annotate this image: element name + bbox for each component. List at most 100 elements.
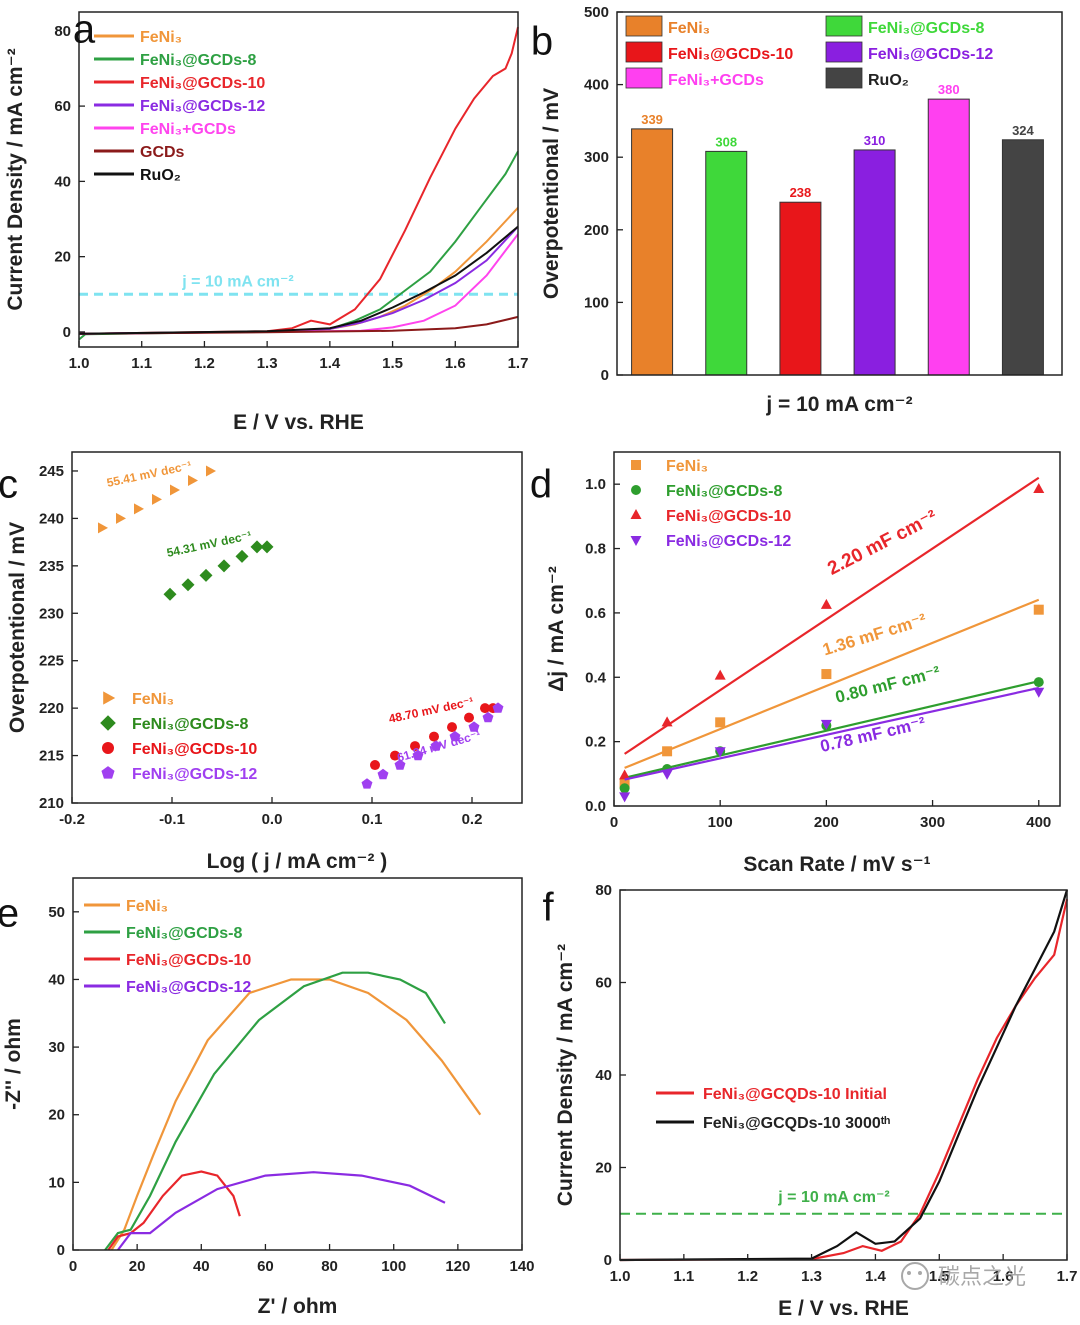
legend-entry: FeNi₃ bbox=[668, 20, 710, 37]
x-tick-label: 200 bbox=[814, 814, 839, 831]
bar bbox=[853, 149, 896, 376]
x-tick-label: -0.1 bbox=[159, 811, 185, 828]
data-point bbox=[361, 778, 373, 789]
panel-letter-b: b bbox=[531, 20, 553, 64]
panel-letter-a: a bbox=[73, 8, 96, 52]
slope-label: 61.84 mV dec⁻¹ bbox=[395, 728, 482, 765]
y-tick-label: 80 bbox=[595, 882, 612, 899]
panel-c-frame bbox=[71, 451, 523, 804]
x-tick-label: 1.5 bbox=[929, 1268, 950, 1285]
bar-value-label: 324 bbox=[1012, 123, 1034, 138]
data-point bbox=[116, 512, 126, 524]
fit-line bbox=[624, 680, 1040, 779]
x-tick-label: 1.5 bbox=[382, 355, 403, 372]
legend-entry: FeNi₃@GCDs-12 bbox=[126, 979, 251, 996]
slope-label: 55.41 mV dec⁻¹ bbox=[105, 458, 192, 490]
panel-d-frame bbox=[613, 451, 1061, 807]
capacitance-label: 2.20 mF cm⁻² bbox=[824, 507, 940, 580]
y-tick-label: 0 bbox=[63, 324, 71, 341]
legend-entry: FeNi₃@GCDs-12 bbox=[868, 46, 993, 63]
legend-entry: FeNi₃ bbox=[132, 691, 174, 708]
data-point bbox=[1033, 677, 1044, 688]
legend-entry: FeNi₃@GCDs-10 bbox=[126, 952, 251, 969]
bar-value-label: 380 bbox=[938, 82, 960, 97]
x-tick-label: 100 bbox=[708, 814, 733, 831]
series-line-3 bbox=[117, 1171, 446, 1251]
legend-entry: FeNi₃ bbox=[126, 898, 168, 915]
x-tick-label: 1.2 bbox=[737, 1268, 758, 1285]
x-tick-label: 1.2 bbox=[194, 355, 215, 372]
y-tick-label: 40 bbox=[54, 173, 71, 190]
y-tick-label: 0 bbox=[604, 1252, 612, 1269]
x-tick-label: 0.1 bbox=[362, 811, 383, 828]
data-point bbox=[250, 540, 264, 554]
legend-marker bbox=[102, 742, 114, 754]
legend-entry: FeNi₃ bbox=[140, 29, 182, 46]
x-tick-label: -0.2 bbox=[59, 811, 85, 828]
legend-marker bbox=[630, 509, 642, 519]
y-axis-label: Overpotentional / mV bbox=[6, 522, 29, 733]
y-tick-label: 30 bbox=[48, 1039, 65, 1056]
data-point bbox=[394, 759, 406, 770]
panel-e-frame bbox=[72, 877, 523, 1251]
data-point bbox=[217, 559, 231, 573]
data-point bbox=[821, 669, 832, 680]
legend-entry: FeNi₃@GCDs-10 bbox=[668, 46, 793, 63]
x-tick-label: 1.1 bbox=[673, 1268, 694, 1285]
y-tick-label: 500 bbox=[584, 4, 609, 21]
y-tick-label: 0 bbox=[57, 1242, 65, 1259]
x-tick-label: 1.4 bbox=[865, 1268, 887, 1285]
data-point bbox=[134, 503, 144, 515]
watermark-text: 碳点之光 bbox=[938, 1264, 1026, 1289]
data-point bbox=[199, 568, 213, 582]
data-point bbox=[188, 474, 198, 486]
x-axis-label: Z' / ohm bbox=[258, 1295, 338, 1318]
legend-entry: FeNi₃@GCDs-12 bbox=[666, 533, 791, 550]
y-tick-label: 215 bbox=[39, 748, 64, 765]
y-tick-label: 60 bbox=[54, 98, 71, 115]
legend-entry: FeNi₃@GCDs-10 bbox=[132, 741, 257, 758]
x-tick-label: 20 bbox=[129, 1258, 146, 1275]
legend-marker bbox=[630, 536, 642, 546]
legend-marker bbox=[631, 460, 641, 470]
data-point bbox=[447, 722, 457, 733]
legend-entry: FeNi₃+GCDs bbox=[668, 72, 764, 89]
y-axis-label: Current Density / mA cm⁻² bbox=[4, 48, 27, 310]
reference-line-label: j = 10 mA cm⁻² bbox=[777, 1189, 889, 1206]
data-point bbox=[714, 669, 726, 680]
data-point bbox=[235, 549, 249, 563]
data-point bbox=[464, 712, 474, 723]
legend-entry: GCDs bbox=[140, 144, 185, 161]
legend-entry: FeNi₃@GCDs-10 bbox=[666, 508, 791, 525]
legend-entry: FeNi₃ bbox=[666, 458, 708, 475]
series-line-2 bbox=[78, 26, 519, 335]
legend-swatch bbox=[625, 15, 663, 37]
data-point bbox=[449, 730, 461, 742]
y-tick-label: 225 bbox=[39, 653, 64, 670]
reference-line-label: j = 10 mA cm⁻² bbox=[181, 273, 293, 290]
bar-value-label: 310 bbox=[864, 133, 886, 148]
x-tick-label: 1.7 bbox=[1057, 1268, 1078, 1285]
watermark: 碳点之光 bbox=[901, 1262, 1026, 1290]
legend-entry: RuO₂ bbox=[140, 167, 181, 184]
x-tick-label: 60 bbox=[257, 1258, 274, 1275]
panel-letter-c: c bbox=[0, 463, 18, 507]
y-axis-label: Current Density / mA cm⁻² bbox=[554, 944, 577, 1206]
data-point bbox=[163, 587, 177, 601]
data-point bbox=[480, 703, 490, 714]
data-point bbox=[170, 484, 180, 496]
series-line-3 bbox=[78, 225, 519, 335]
legend-entry: FeNi₃+GCDs bbox=[140, 121, 236, 138]
x-axis-label: Scan Rate / mV s⁻¹ bbox=[743, 853, 930, 876]
fit-line bbox=[624, 598, 1040, 769]
legend-entry: FeNi₃@GCDs-8 bbox=[666, 483, 782, 500]
data-point bbox=[410, 741, 420, 752]
bar-value-label: 308 bbox=[715, 134, 737, 149]
y-tick-label: 210 bbox=[39, 795, 64, 812]
x-axis-label: E / V vs. RHE bbox=[233, 411, 364, 434]
x-tick-label: 1.3 bbox=[257, 355, 278, 372]
slope-label: 48.70 mV dec⁻¹ bbox=[387, 694, 474, 726]
bar bbox=[779, 201, 822, 376]
panel-letter-e: e bbox=[0, 892, 19, 936]
y-tick-label: 20 bbox=[595, 1160, 612, 1177]
